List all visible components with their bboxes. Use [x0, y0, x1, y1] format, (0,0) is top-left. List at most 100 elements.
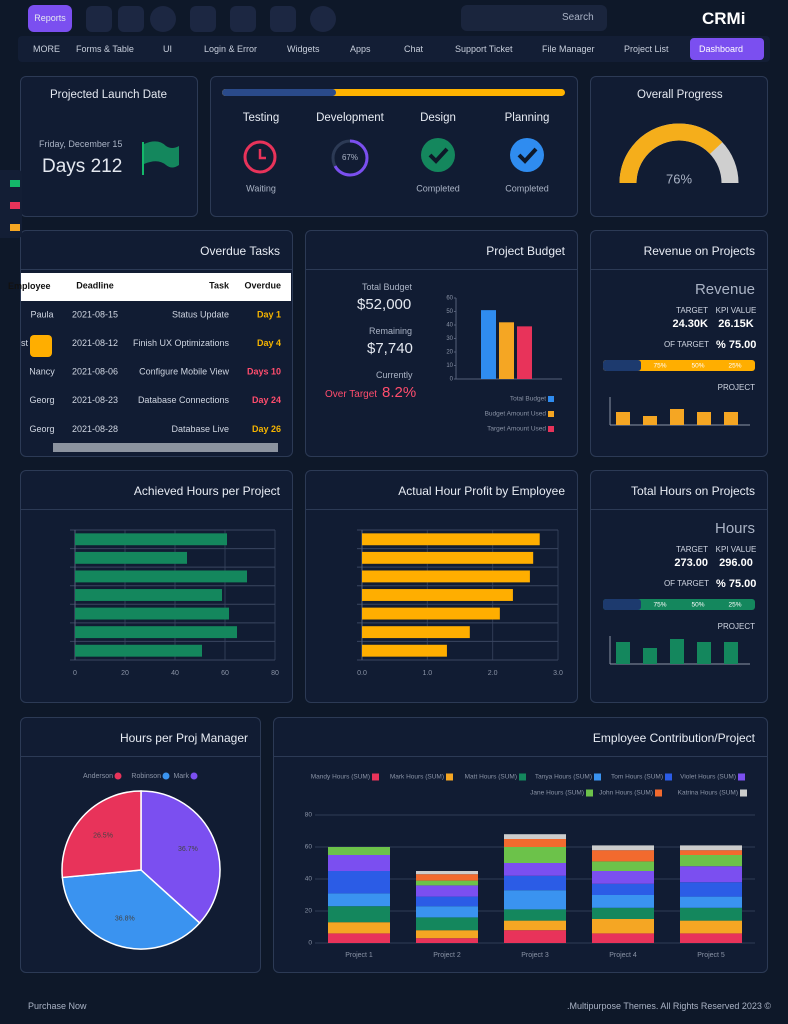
bar-segment: [328, 933, 390, 943]
icon[interactable]: [150, 6, 176, 32]
legend-dot: [190, 772, 198, 780]
cell: Nancy: [29, 367, 55, 377]
cell: Finish UX Optimizations: [133, 338, 230, 348]
icon[interactable]: [118, 6, 144, 32]
table-header: [21, 273, 291, 301]
legend-swatch: [665, 773, 672, 781]
bar-segment: [416, 880, 478, 886]
legend-dot: [162, 772, 170, 780]
scrollbar[interactable]: [53, 443, 278, 452]
bar-segment: [328, 906, 390, 923]
y-tick-label: 0: [308, 940, 312, 947]
bar-segment: [504, 839, 566, 847]
nav-item[interactable]: MORE: [33, 44, 60, 54]
overall-card: [590, 76, 768, 217]
bar: [616, 412, 630, 425]
icon[interactable]: [230, 6, 256, 32]
bar: [362, 626, 470, 639]
side-icon[interactable]: [10, 202, 20, 209]
footer-copyright: .Multipurpose Themes. All Rights Reserve…: [567, 1001, 772, 1011]
bullet-bar: [603, 360, 755, 371]
segment-label: 50%: [691, 602, 704, 609]
bar: [75, 589, 222, 601]
x-tick-label: Project 5: [697, 952, 725, 959]
x-tick-label: Project 1: [345, 952, 373, 959]
search-box[interactable]: [461, 5, 607, 31]
segment-label: 75%: [653, 363, 666, 370]
legend-swatch: [372, 773, 379, 781]
label: OF TARGET: [664, 340, 709, 349]
label: PROJECT: [718, 622, 755, 631]
pie-slice: [61, 869, 201, 950]
y-tick-label: 30: [446, 336, 453, 342]
search-label: Search: [562, 12, 594, 23]
float-button[interactable]: [30, 335, 52, 357]
nav-item[interactable]: Project List: [624, 44, 669, 54]
card-title: Project Budget: [486, 244, 565, 258]
legend-label: John Hours (SUM): [599, 790, 653, 797]
reports-button[interactable]: Reports: [28, 5, 72, 32]
nav-item[interactable]: Support Ticket: [455, 44, 513, 54]
x-tick-label: Project 3: [521, 952, 549, 959]
y-tick-label: 40: [305, 876, 313, 883]
bar: [724, 412, 738, 425]
nav-item[interactable]: Chat: [404, 44, 424, 54]
cell: 2021-08-23: [72, 395, 118, 405]
nav-item[interactable]: Login & Error: [204, 44, 258, 54]
card-title: Employee Contribution/Project: [592, 731, 755, 745]
bar-segment: [592, 883, 654, 895]
stage-name: Design: [420, 112, 456, 124]
kpi-value: 24.30K: [673, 318, 709, 330]
bar: [75, 626, 237, 639]
icon[interactable]: [190, 6, 216, 32]
achieved-card: Achieved Hours per Project: [20, 470, 293, 703]
icon[interactable]: [270, 6, 296, 32]
ring-label: 67%: [342, 153, 358, 162]
bar-segment: [416, 906, 478, 918]
bar-segment: [680, 850, 742, 855]
legend-swatch: [740, 789, 747, 797]
bar-segment: [592, 895, 654, 908]
kpi-value: % 75.00: [716, 578, 756, 590]
bar-segment: [504, 863, 566, 876]
bullet-bar: [603, 360, 641, 371]
nav-item[interactable]: UI: [163, 44, 172, 54]
nav-item[interactable]: Apps: [350, 44, 371, 54]
stage-name: Testing: [243, 112, 279, 124]
y-tick-label: 50: [446, 309, 453, 315]
pie-slice: [61, 790, 142, 879]
nav-item[interactable]: Dashboard: [699, 44, 744, 54]
icon[interactable]: [310, 6, 336, 32]
bar-segment: [592, 919, 654, 934]
card-title: Total Hours on Projects: [630, 484, 755, 498]
bar-segment: [504, 890, 566, 910]
nav-item[interactable]: File Manager: [542, 44, 595, 54]
bar: [697, 412, 711, 425]
dashboard-button[interactable]: [690, 38, 764, 60]
label: PROJECT: [718, 383, 755, 392]
side-icon[interactable]: [10, 180, 20, 187]
nav-item[interactable]: Widgets: [287, 44, 320, 54]
x-tick-label: 2.0: [488, 670, 498, 677]
nav-item[interactable]: Forms & Table: [76, 44, 134, 54]
data-label: 36.8%: [115, 916, 135, 923]
column-header: Task: [209, 280, 230, 290]
icon[interactable]: [86, 6, 112, 32]
legend-label: Violet Hours (SUM): [680, 774, 736, 781]
budget-remaining: $7,740: [367, 340, 413, 357]
logo[interactable]: CRMi: [702, 9, 746, 28]
legend-label: Tanya Hours (SUM): [535, 774, 592, 781]
cell: Paula: [30, 309, 53, 319]
overdue-card: Overdue Tasks: [20, 230, 293, 457]
side-icon[interactable]: [10, 224, 20, 231]
bar-segment: [680, 933, 742, 943]
bar-segment: [416, 896, 478, 907]
data-label: 26.5%: [93, 832, 113, 839]
x-tick-label: 20: [121, 670, 129, 677]
bar: [75, 644, 202, 657]
footer-link[interactable]: Purchase Now: [28, 1001, 87, 1011]
budget-card: Project Budget: [305, 230, 578, 457]
stage-icon: [517, 147, 538, 164]
bar-segment: [680, 845, 742, 851]
x-tick-label: 80: [271, 670, 279, 677]
